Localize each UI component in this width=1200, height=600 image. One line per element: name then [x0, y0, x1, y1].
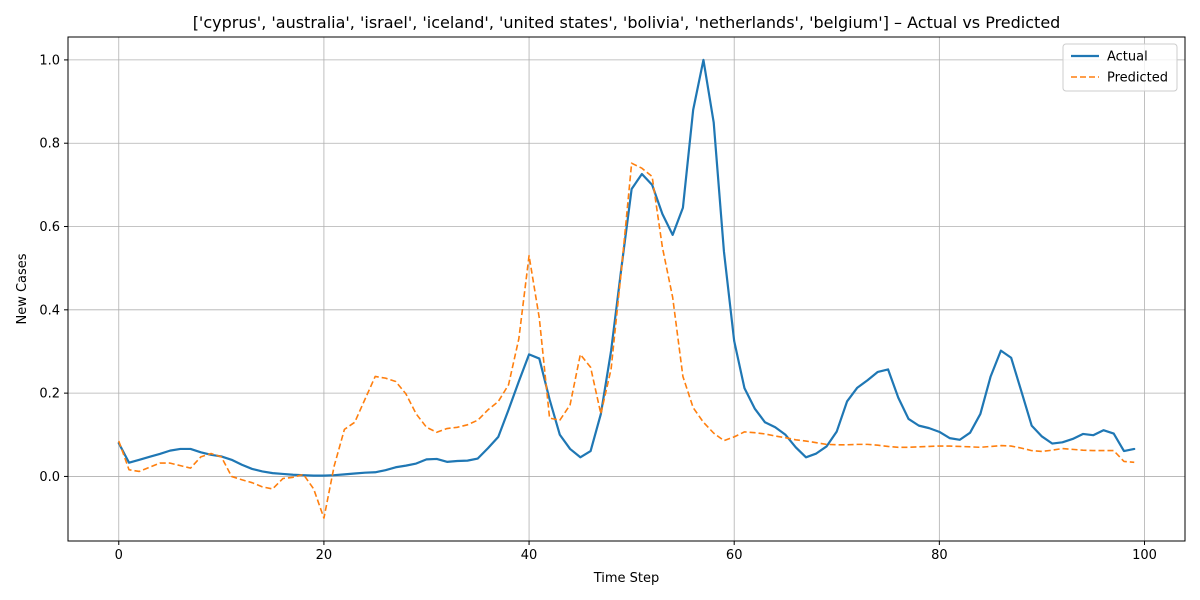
x-axis-label: Time Step — [593, 571, 660, 586]
series-layer — [117, 58, 1136, 519]
y-axis-label: New Cases — [15, 253, 30, 324]
y-tick-label: 0.4 — [39, 303, 60, 318]
plot-area-frame — [67, 36, 1186, 542]
series-line-actual — [117, 58, 1136, 477]
x-tick-label: 80 — [931, 548, 948, 563]
series-line-predicted — [118, 162, 1135, 519]
axis-ticks: 0 20 40 60 80 100 0.0 0.2 0.4 0.6 0.8 1.0 — [39, 53, 1157, 563]
y-tick-label: 1.0 — [39, 53, 60, 68]
y-tick-label: 0.6 — [39, 220, 60, 235]
x-tick-label: 60 — [726, 548, 743, 563]
y-tick-label: 0.0 — [39, 470, 60, 485]
chart-title: ['cyprus', 'australia', 'israel', 'icela… — [193, 13, 1061, 32]
x-tick-label: 20 — [316, 548, 333, 563]
y-tick-label: 0.8 — [39, 137, 60, 152]
y-tick-label: 0.2 — [39, 387, 60, 402]
legend-label-actual: Actual — [1107, 50, 1148, 65]
legend-label-predicted: Predicted — [1107, 71, 1168, 86]
grid-lines — [68, 37, 1185, 541]
legend: Actual Predicted — [1062, 43, 1178, 92]
x-tick-label: 100 — [1132, 548, 1157, 563]
x-tick-label: 0 — [115, 548, 123, 563]
x-tick-label: 40 — [521, 548, 538, 563]
